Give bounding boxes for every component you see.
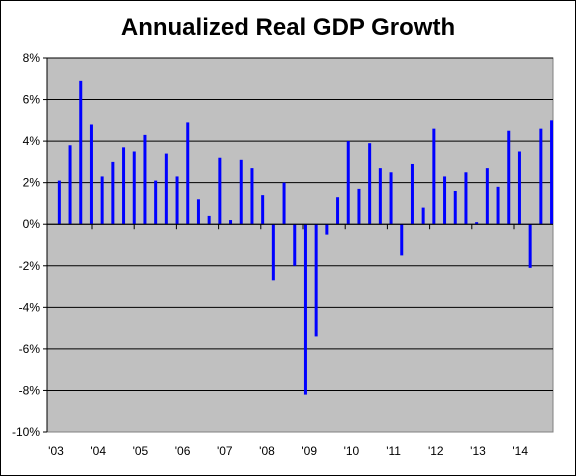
x-tick-label: '12 [428, 444, 444, 458]
x-tick-label: '07 [217, 444, 233, 458]
x-tick-label: '03 [48, 444, 64, 458]
bar [186, 122, 190, 225]
bar [261, 195, 265, 225]
bar [325, 224, 329, 235]
bar [111, 161, 115, 225]
bar [464, 172, 468, 225]
bar [507, 130, 511, 225]
bar [57, 180, 61, 225]
bar [164, 153, 168, 225]
bar [293, 224, 297, 266]
bar [550, 120, 554, 225]
y-tick-label: 6% [23, 93, 41, 107]
bar [229, 220, 233, 225]
bar [378, 168, 382, 225]
y-tick-label: -8% [19, 383, 41, 397]
bar [303, 224, 307, 395]
x-tick-label: '06 [175, 444, 191, 458]
y-tick-label: 8% [23, 51, 41, 65]
bar [517, 151, 521, 225]
x-tick-label: '08 [259, 444, 275, 458]
y-tick-label: 2% [23, 176, 41, 190]
bar [314, 224, 318, 337]
bar [357, 188, 361, 225]
bar [400, 224, 404, 256]
x-tick-label: '09 [301, 444, 317, 458]
bar [389, 172, 393, 225]
bar [368, 143, 372, 225]
bar [154, 180, 158, 225]
bar [539, 128, 543, 225]
bar [496, 186, 500, 225]
y-axis-labels: 8% 6% 4% 2% 0% -2% -4% -6% -8% -10% [12, 51, 40, 439]
y-tick-label: -4% [19, 300, 41, 314]
x-axis-labels: '03 '04 '05 '06 '07 '08 '09 '10 '11 '12 '13 '14 [48, 444, 528, 458]
y-tick-label: 0% [23, 217, 41, 231]
bar [336, 197, 340, 225]
bar [218, 157, 222, 225]
bar [132, 151, 136, 225]
bar [207, 215, 211, 225]
bar [239, 159, 243, 225]
bars [57, 80, 554, 395]
bar [89, 124, 93, 225]
bar [68, 145, 72, 225]
bar [175, 176, 179, 225]
gridlines [43, 57, 553, 433]
bar [410, 163, 414, 225]
x-tick-label: '14 [512, 444, 528, 458]
y-tick-label: -2% [19, 259, 41, 273]
bar [432, 128, 436, 225]
bar [196, 199, 200, 225]
bar [79, 80, 83, 225]
bar [443, 176, 447, 225]
bar [250, 168, 254, 225]
x-tick-label: '05 [133, 444, 149, 458]
y-tick-label: -10% [12, 425, 40, 439]
y-tick-label: 4% [23, 134, 41, 148]
chart-title: Annualized Real GDP Growth [120, 14, 456, 41]
bar [271, 224, 275, 281]
bar [528, 224, 532, 268]
bar [122, 147, 126, 225]
bar [475, 222, 479, 225]
bar [143, 134, 147, 225]
bar [346, 141, 350, 225]
x-tick-label: '11 [386, 444, 401, 458]
bar [485, 168, 489, 225]
x-axis-ticks [91, 224, 515, 230]
bar [100, 176, 104, 225]
y-tick-label: -6% [19, 342, 41, 356]
x-tick-label: '13 [470, 444, 486, 458]
bar [421, 207, 425, 225]
bar [453, 190, 457, 225]
x-tick-label: '10 [344, 444, 360, 458]
bar [282, 182, 286, 225]
plot-area [46, 57, 554, 433]
x-tick-label: '04 [90, 444, 106, 458]
